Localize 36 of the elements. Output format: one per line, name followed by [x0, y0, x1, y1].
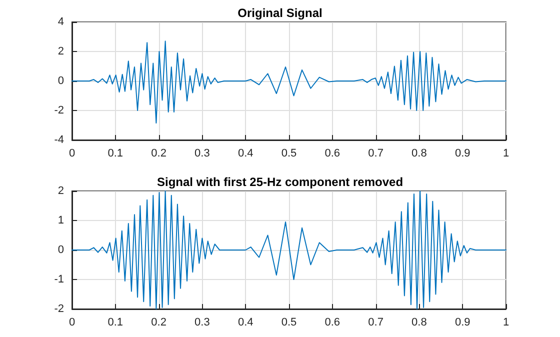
- y-tick-label: 0: [58, 244, 64, 256]
- x-tick-label: 0.5: [281, 148, 297, 160]
- x-tick-label: 0.3: [194, 148, 210, 160]
- x-tick-label: 0.2: [151, 316, 166, 328]
- chart-title: Signal with first 25-Hz component removed: [156, 174, 404, 188]
- x-tick-label: 0.4: [238, 316, 254, 328]
- x-tick-label: 0.6: [324, 148, 340, 160]
- x-tick-label: 0.7: [368, 148, 384, 160]
- y-tick-label: 4: [58, 16, 64, 28]
- y-tick-label: -4: [54, 134, 64, 146]
- y-tick-label: 2: [58, 184, 64, 196]
- x-tick-label: 0.6: [324, 316, 340, 328]
- x-tick-label: 0.7: [368, 316, 384, 328]
- y-tick-label: -1: [54, 273, 64, 285]
- x-tick-label: 0.3: [194, 316, 210, 328]
- x-tick-label: 0: [68, 316, 76, 328]
- chart-title: Original Signal: [238, 6, 322, 20]
- x-tick-label: 1: [502, 316, 510, 328]
- x-tick-label: 0.1: [108, 148, 124, 160]
- y-tick-label: 1: [58, 214, 64, 226]
- line-series: [72, 190, 506, 309]
- x-tick-label: 1: [502, 148, 510, 160]
- y-tick-label: 0: [58, 75, 64, 87]
- x-tick-label: 0.1: [108, 316, 124, 328]
- y-tick-label: -2: [54, 104, 64, 116]
- line-series: [72, 40, 506, 124]
- x-tick-label: 0.9: [454, 316, 470, 328]
- x-tick-label: 0.5: [281, 316, 297, 328]
- x-tick-label: 0: [68, 148, 76, 160]
- x-tick-label: 0.8: [412, 148, 427, 160]
- x-tick-label: 0.8: [412, 316, 427, 328]
- x-tick-label: 0.4: [238, 148, 254, 160]
- y-tick-label: 2: [58, 46, 64, 58]
- y-tick-label: -2: [54, 302, 64, 314]
- x-tick-label: 0.2: [151, 148, 166, 160]
- x-tick-label: 0.9: [454, 148, 470, 160]
